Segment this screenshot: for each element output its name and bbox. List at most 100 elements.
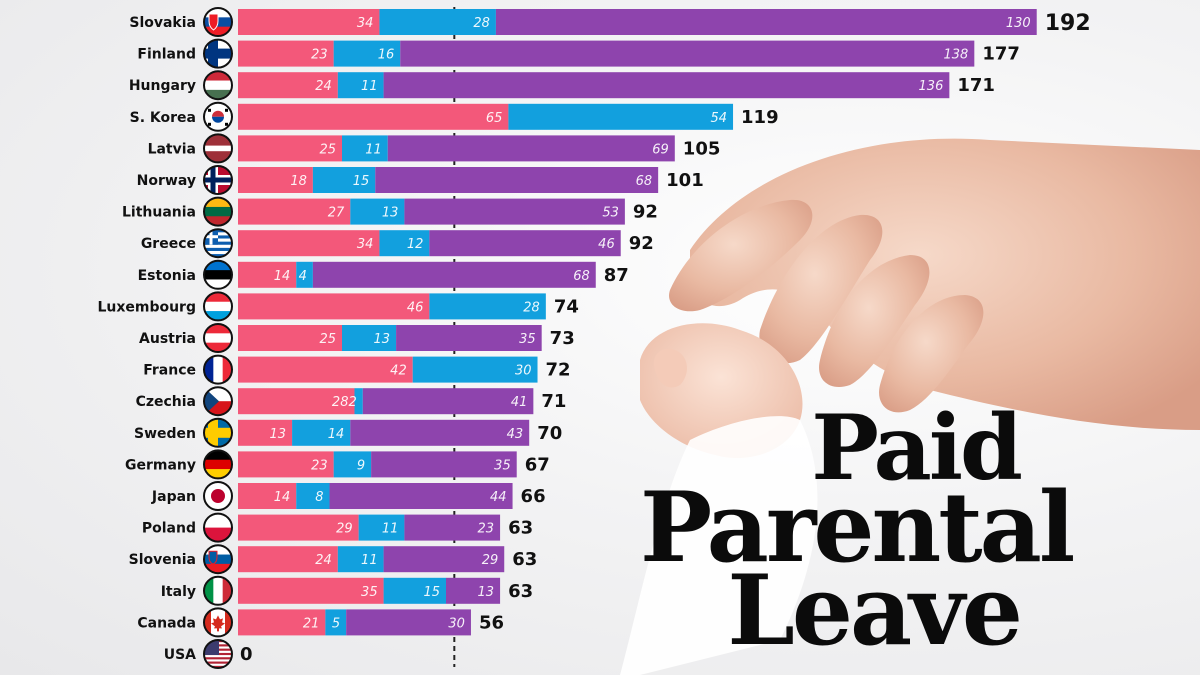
hungary-flag-icon	[203, 70, 233, 101]
south-korea-flag-icon	[203, 101, 233, 132]
bar-segment	[396, 325, 542, 351]
category-label: Hungary	[129, 78, 196, 94]
segment-value-label: 11	[361, 79, 378, 94]
total-value-label: 72	[546, 360, 571, 381]
segment-value-label: 29	[336, 522, 353, 537]
total-value-label: 105	[683, 138, 721, 159]
segment-value-label: 27	[328, 206, 345, 221]
segment-value-label: 35	[361, 585, 378, 600]
finland-flag-icon	[203, 38, 233, 69]
greece-flag-icon	[203, 228, 233, 259]
bar-segment	[238, 609, 326, 636]
segment-value-label: 68	[636, 174, 653, 189]
segment-value-label: 28	[473, 16, 490, 31]
category-label: Poland	[142, 521, 196, 537]
segment-value-label: 9	[357, 458, 365, 473]
bar-segment	[383, 546, 505, 573]
bar-segment	[429, 230, 621, 257]
chart-title: Paid Parental Leave	[640, 395, 1075, 658]
total-value-label: 101	[666, 170, 704, 191]
segment-value-label: 54	[710, 111, 727, 126]
bar-segment	[383, 577, 446, 604]
bar-segment	[400, 40, 975, 67]
bar-segment	[238, 40, 334, 67]
segment-value-label: 13	[270, 427, 287, 442]
bar-segment	[238, 325, 342, 351]
bar-segment	[238, 293, 430, 320]
segment-value-label: 14	[274, 490, 291, 505]
segment-value-label: 25	[319, 332, 336, 347]
segment-value-label: 18	[290, 174, 307, 189]
total-value-label: 67	[525, 454, 550, 475]
bar-segment	[508, 103, 734, 130]
bar-segment	[238, 230, 380, 257]
bar-segment	[362, 388, 534, 415]
segment-value-label: 14	[274, 269, 291, 284]
category-label: USA	[164, 647, 196, 663]
total-value-label: 192	[1045, 11, 1091, 36]
canada-flag-icon	[203, 607, 233, 638]
latvia-flag-icon	[203, 133, 233, 164]
bar-segment	[238, 72, 338, 99]
category-label: S. Korea	[130, 110, 196, 126]
japan-flag-icon	[203, 481, 233, 511]
segment-value-label: 15	[353, 174, 370, 189]
bar-segment	[379, 230, 430, 257]
segment-value-label: 130	[1006, 16, 1031, 31]
segment-value-label: 69	[652, 142, 669, 157]
total-value-label: 73	[550, 328, 575, 349]
bar-segment	[238, 167, 313, 193]
segment-value-label: 35	[494, 458, 511, 473]
bar-segment	[238, 419, 293, 446]
segment-value-label: 12	[407, 237, 424, 252]
segment-value-label: 11	[361, 553, 378, 568]
bar-segment	[404, 198, 625, 225]
bar-segment	[238, 451, 334, 478]
title-line-paid: Paid	[811, 395, 1023, 501]
segment-value-label: 23	[478, 522, 495, 537]
bar-segment	[238, 198, 351, 225]
segment-value-label: 34	[357, 237, 374, 252]
segment-value-label: 42	[390, 364, 407, 379]
bar-segment	[238, 514, 359, 541]
segment-value-label: 43	[507, 427, 524, 442]
austria-flag-icon	[203, 323, 233, 353]
category-label: Sweden	[134, 426, 196, 442]
bar-segment	[342, 135, 388, 162]
segment-value-label: 138	[943, 48, 968, 63]
segment-value-label: 23	[311, 458, 328, 473]
segment-value-label: 11	[365, 142, 382, 157]
norway-flag-icon	[203, 165, 233, 195]
czechia-flag-icon	[203, 386, 233, 417]
segment-value-label: 46	[407, 300, 424, 315]
france-flag-icon	[203, 354, 233, 385]
category-label: Finland	[137, 47, 196, 63]
bar-segment	[354, 388, 363, 415]
segment-value-label: 35	[519, 332, 536, 347]
slovakia-flag-icon	[203, 7, 233, 37]
category-label: Estonia	[138, 268, 196, 284]
segment-value-label: 68	[573, 269, 590, 284]
bar-segment	[325, 609, 347, 636]
bar-segment	[238, 135, 342, 162]
bar-segment	[358, 514, 405, 541]
segment-value-label: 34	[357, 16, 374, 31]
segment-value-label: 30	[448, 616, 465, 631]
bar-segment	[350, 419, 530, 446]
category-label: Slovenia	[129, 552, 196, 568]
segment-value-label: 29	[482, 553, 499, 568]
segment-value-label: 13	[382, 206, 399, 221]
poland-flag-icon	[203, 512, 233, 543]
bar-segment	[238, 103, 509, 130]
bar-segment	[296, 261, 313, 288]
category-label: Austria	[139, 331, 196, 347]
bar-segment	[238, 261, 297, 288]
total-value-label: 171	[957, 75, 995, 96]
lithuania-flag-icon	[203, 196, 233, 227]
bar-segment	[446, 577, 501, 604]
germany-flag-icon	[203, 449, 233, 480]
luxembourg-flag-icon	[203, 291, 233, 322]
segment-value-label: 24	[315, 553, 332, 568]
italy-flag-icon	[203, 575, 233, 606]
segment-value-label: 53	[602, 206, 619, 221]
